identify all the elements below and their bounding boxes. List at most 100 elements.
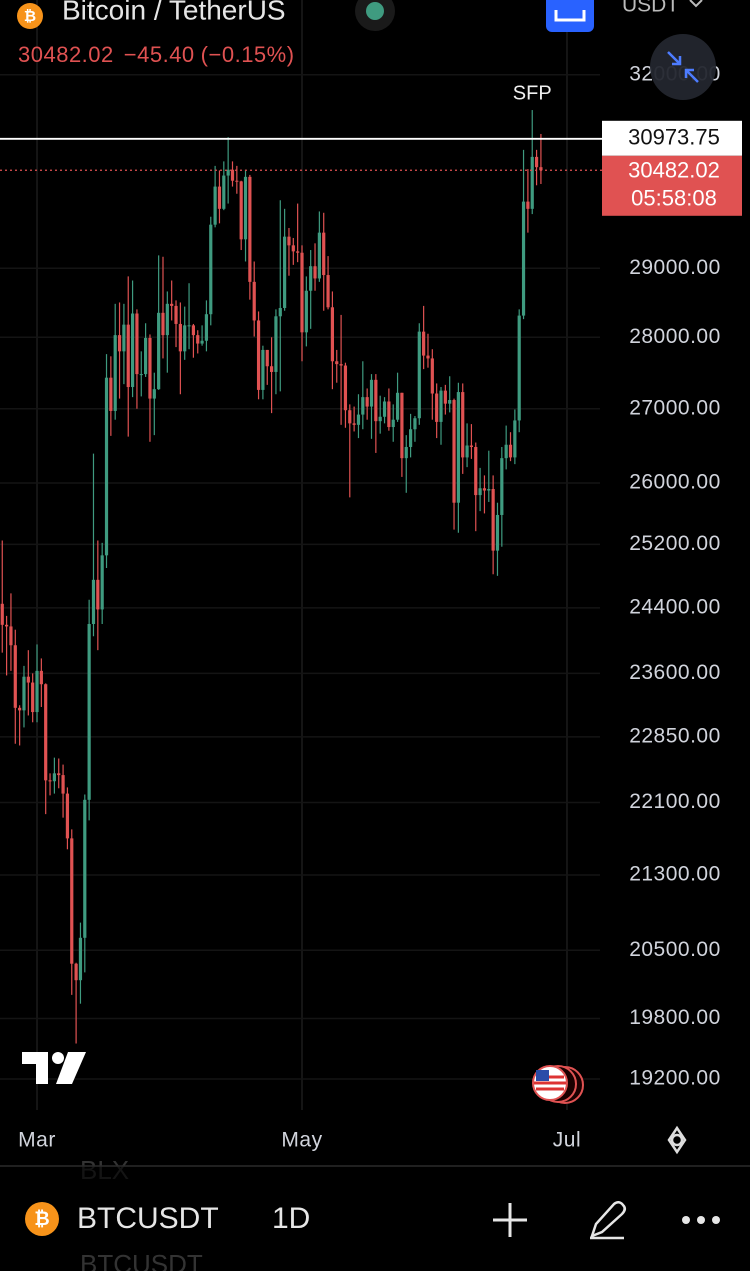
candle-body bbox=[482, 488, 487, 491]
candle-body bbox=[122, 324, 126, 352]
candle-body bbox=[252, 281, 256, 321]
y-tick-label: 23600.00 bbox=[629, 661, 721, 684]
collapse-button[interactable] bbox=[650, 34, 716, 100]
fullscreen-icon bbox=[554, 10, 586, 22]
btc-icon bbox=[25, 1202, 59, 1236]
candle-body bbox=[374, 379, 378, 422]
y-tick-label: 28000.00 bbox=[629, 325, 721, 348]
fullscreen-button[interactable] bbox=[546, 0, 594, 32]
candle-body bbox=[504, 444, 508, 459]
x-tick-label: Jul bbox=[553, 1129, 581, 1152]
symbol-name[interactable]: Bitcoin / TetherUS bbox=[62, 0, 286, 25]
candle-body bbox=[204, 314, 209, 341]
y-tick-label: 19200.00 bbox=[629, 1067, 721, 1090]
candle-body bbox=[230, 169, 235, 181]
y-tick-label: 25200.00 bbox=[629, 532, 721, 555]
price-label-box bbox=[602, 155, 742, 216]
btc-icon bbox=[17, 3, 43, 29]
candle-body bbox=[239, 181, 243, 240]
candle-body bbox=[356, 414, 361, 425]
candle-body bbox=[200, 340, 204, 344]
candle-body bbox=[261, 349, 265, 390]
y-tick-label: 29000.00 bbox=[629, 256, 721, 279]
candle-body bbox=[39, 670, 43, 685]
candle-body bbox=[144, 337, 148, 375]
candle-body bbox=[9, 626, 13, 646]
price-label-box bbox=[602, 120, 742, 156]
candle-body bbox=[126, 324, 130, 388]
candle-body bbox=[152, 389, 156, 399]
candle-body bbox=[165, 303, 169, 336]
events-flag[interactable] bbox=[532, 1065, 584, 1104]
candle-body bbox=[400, 392, 404, 459]
candle-body bbox=[130, 313, 135, 388]
collapse-button-bg[interactable] bbox=[650, 34, 716, 100]
settings-icon[interactable] bbox=[667, 1125, 687, 1155]
candle-body bbox=[248, 176, 252, 282]
candle-body bbox=[161, 312, 165, 336]
dot bbox=[682, 1216, 690, 1224]
countdown-label: 05:58:08 bbox=[631, 186, 717, 211]
candle-body bbox=[109, 377, 113, 411]
candle-body bbox=[539, 167, 543, 171]
candle-body bbox=[326, 275, 330, 308]
candle-body bbox=[422, 331, 426, 356]
candle-body bbox=[139, 374, 143, 376]
candle-body bbox=[534, 156, 539, 168]
candle-body bbox=[265, 349, 269, 367]
candle-body bbox=[117, 335, 122, 352]
dot bbox=[712, 1216, 720, 1224]
candle-body bbox=[309, 266, 313, 291]
collapse-icon bbox=[667, 51, 699, 83]
candle-body bbox=[487, 489, 491, 491]
candle-body bbox=[291, 245, 295, 252]
chart-plot: Mar May Jul 19200.00 19800.00 20500.00 21300.0… bbox=[0, 0, 742, 1152]
candle-body bbox=[226, 169, 230, 176]
candle-body bbox=[26, 676, 30, 683]
candle-body bbox=[217, 186, 222, 209]
more-button[interactable] bbox=[682, 1216, 720, 1224]
candle-body bbox=[91, 579, 96, 625]
candle-body bbox=[0, 603, 4, 625]
header: ₿ Bitcoin / TetherUS USDT 30482.02 −45.40… bbox=[17, 0, 703, 67]
add-button[interactable] bbox=[493, 1203, 527, 1237]
currency[interactable]: USDT bbox=[622, 0, 679, 17]
candle-body bbox=[430, 358, 434, 394]
y-tick-label: 20500.00 bbox=[629, 938, 721, 961]
candle-body bbox=[365, 397, 369, 407]
btc-icon-glyph: ₿ bbox=[34, 1209, 49, 1230]
candle-body bbox=[243, 176, 248, 240]
candle-body bbox=[461, 392, 465, 458]
candle-body bbox=[348, 410, 352, 424]
bottom-bar: BLX BTCUSDT ₿ BTCUSDT 1D bbox=[0, 1155, 750, 1271]
candle-body bbox=[213, 186, 217, 225]
y-tick-label: 21300.00 bbox=[629, 863, 721, 886]
candle-body bbox=[31, 682, 35, 713]
bottom-bar-bg bbox=[0, 1166, 750, 1271]
y-tick-label: 22100.00 bbox=[629, 790, 721, 813]
candle-body bbox=[439, 390, 443, 422]
candle-body bbox=[83, 799, 87, 938]
candle-body bbox=[339, 364, 343, 366]
candle-body bbox=[387, 401, 391, 428]
candle-body bbox=[500, 458, 504, 515]
candle-body bbox=[478, 488, 482, 496]
candle-body bbox=[322, 232, 326, 276]
candle-body bbox=[191, 325, 195, 336]
candle-body bbox=[52, 773, 56, 782]
candle-body bbox=[526, 201, 530, 209]
candle-body bbox=[413, 418, 417, 430]
flag-canton bbox=[536, 1070, 549, 1081]
candle-body bbox=[278, 307, 282, 317]
candle-body bbox=[187, 325, 191, 327]
candle-body bbox=[235, 180, 239, 182]
interval-button[interactable]: 1D bbox=[272, 1202, 310, 1235]
candle-body bbox=[65, 793, 70, 839]
symbol-button[interactable]: BTCUSDT bbox=[77, 1202, 219, 1235]
candle-body bbox=[5, 624, 9, 627]
candle-body bbox=[196, 335, 200, 344]
candle-body bbox=[474, 446, 478, 496]
draw-button[interactable] bbox=[589, 1201, 626, 1240]
